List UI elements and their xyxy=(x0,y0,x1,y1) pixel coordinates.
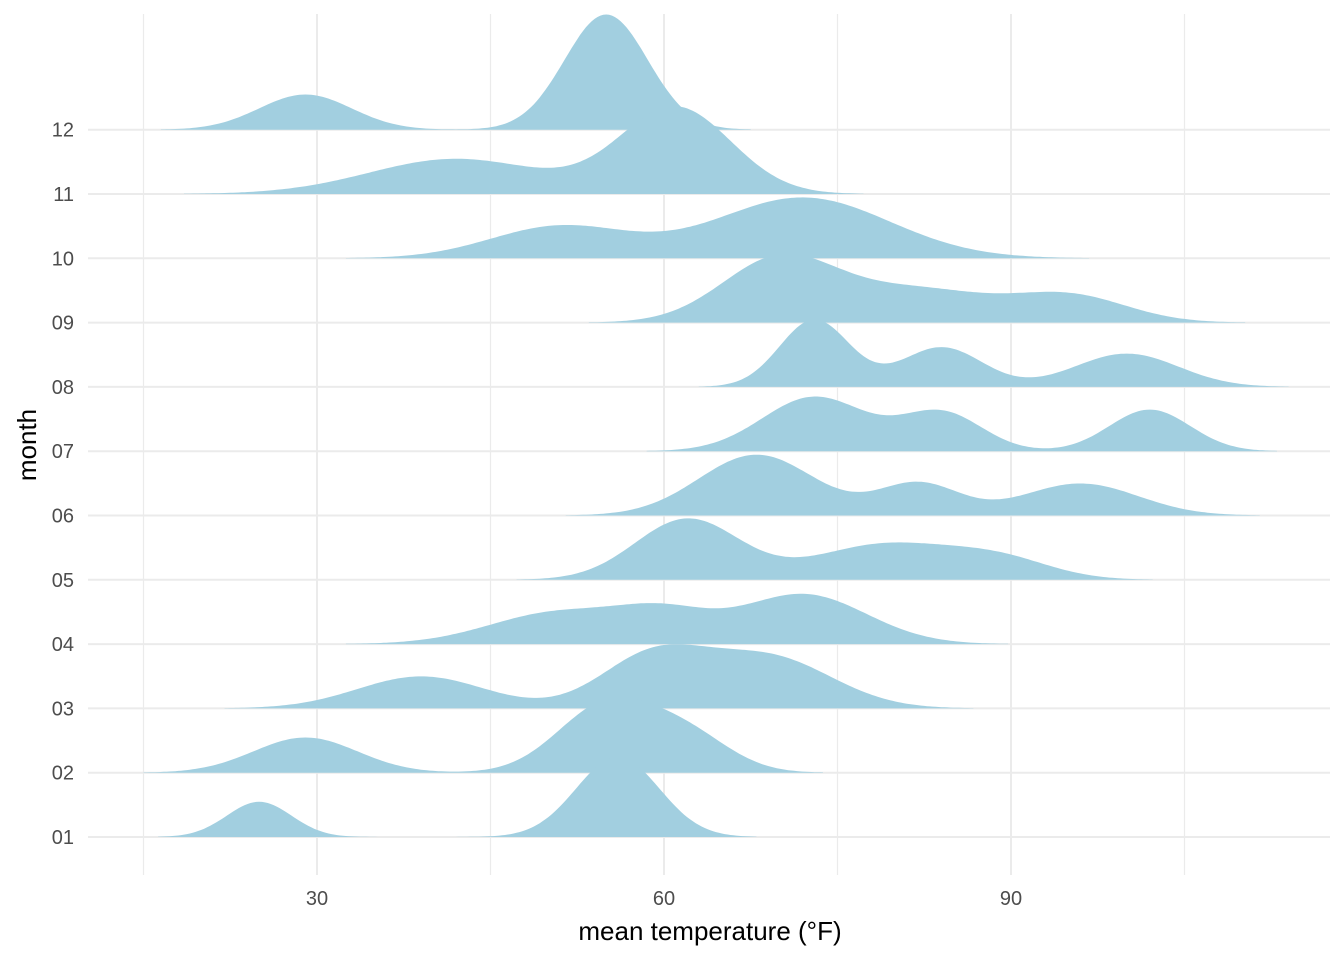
y-tick-label: 11 xyxy=(53,184,74,206)
ridge-area-05 xyxy=(516,518,1153,580)
ridge-area-06 xyxy=(565,454,1260,516)
ridge-area-12 xyxy=(160,14,751,130)
x-tick-label: 90 xyxy=(1000,888,1022,910)
ridge-area-03 xyxy=(224,644,974,709)
ridge-area-07 xyxy=(646,396,1277,452)
x-axis-title: mean temperature (°F) xyxy=(578,916,841,946)
y-axis-tick-labels: 01 02 03 04 05 06 07 08 09 10 11 12 xyxy=(52,120,74,849)
ridge-area-04 xyxy=(345,593,1009,645)
ridge-area-11 xyxy=(184,106,864,194)
y-tick-label: 02 xyxy=(52,763,74,785)
y-tick-label: 12 xyxy=(52,120,74,142)
y-tick-label: 08 xyxy=(52,377,74,399)
ridge-area-09 xyxy=(588,253,1246,323)
ridge-density-areas xyxy=(143,14,1289,837)
x-axis-tick-labels: 30 60 90 xyxy=(306,888,1022,910)
x-tick-label: 30 xyxy=(306,888,328,910)
y-tick-label: 04 xyxy=(52,634,74,656)
y-tick-label: 05 xyxy=(52,570,74,592)
y-tick-label: 01 xyxy=(52,827,74,849)
y-tick-label: 06 xyxy=(52,506,74,528)
y-tick-label: 10 xyxy=(52,248,74,270)
ridge-area-10 xyxy=(345,197,1090,259)
ridge-area-02 xyxy=(143,697,823,773)
y-tick-label: 07 xyxy=(52,441,74,463)
y-tick-label: 09 xyxy=(52,313,74,335)
ridge-area-01 xyxy=(158,757,757,837)
y-axis-title: month xyxy=(12,409,42,481)
ridge-area-08 xyxy=(698,319,1289,387)
y-tick-label: 03 xyxy=(52,698,74,720)
x-tick-label: 60 xyxy=(653,888,675,910)
